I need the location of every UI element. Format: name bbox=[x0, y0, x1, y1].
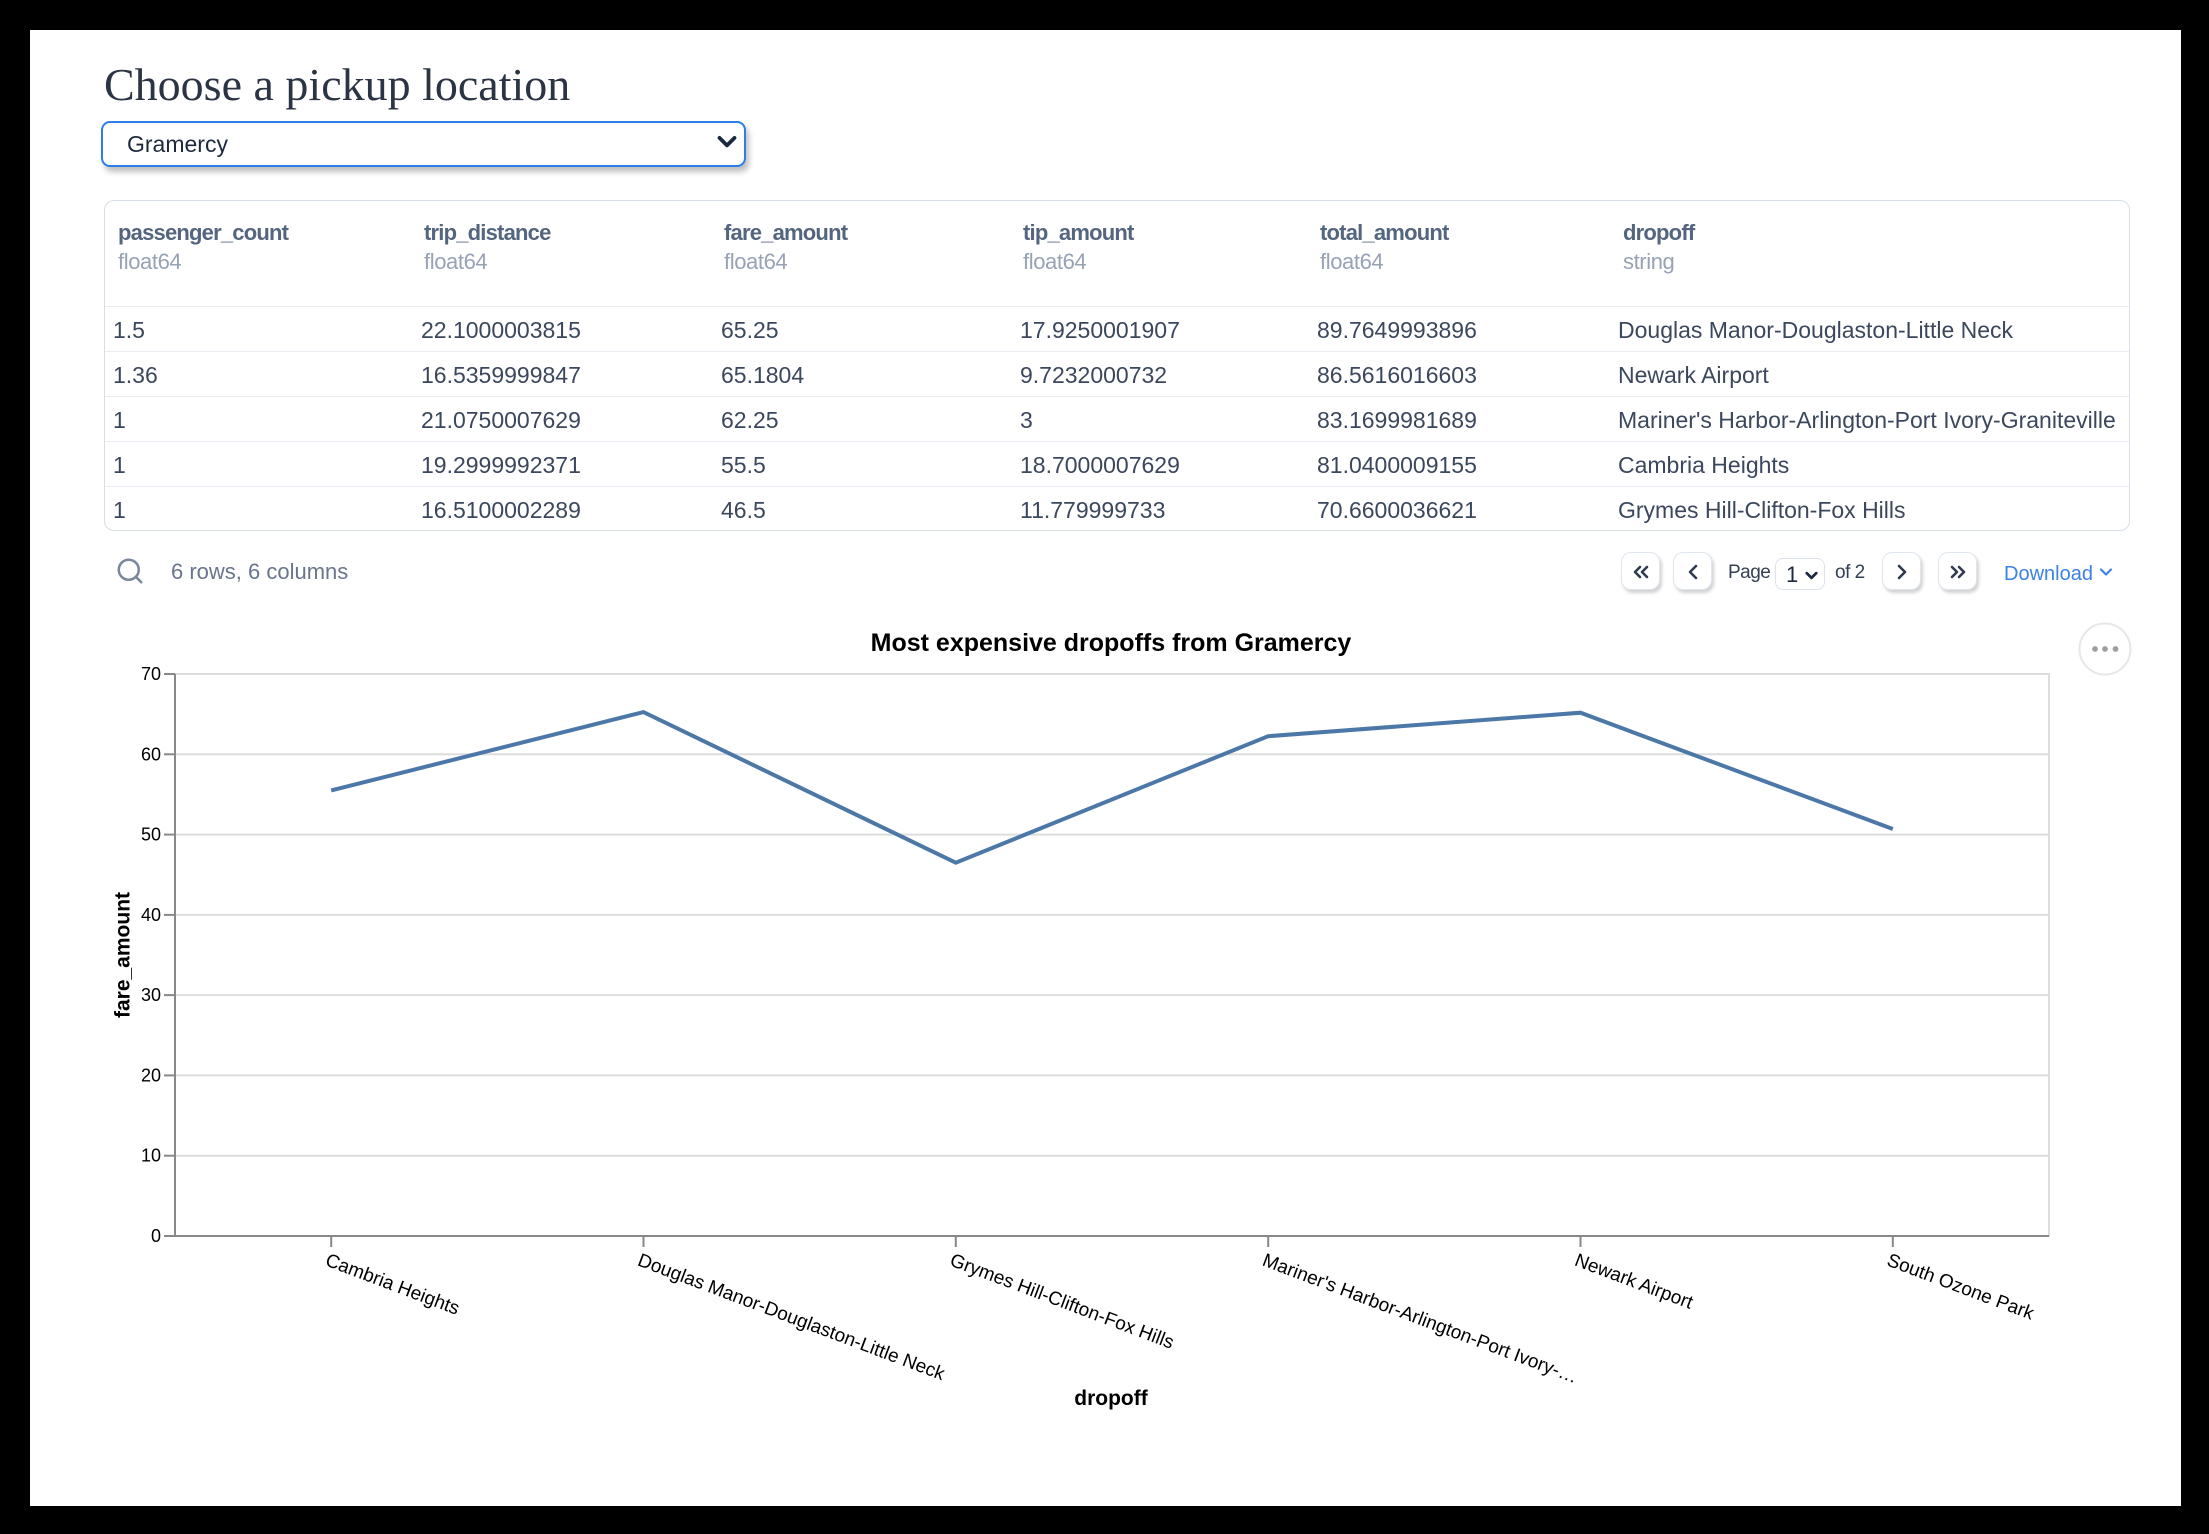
svg-text:30: 30 bbox=[141, 985, 161, 1005]
svg-text:Grymes Hill-Clifton-Fox Hills: Grymes Hill-Clifton-Fox Hills bbox=[947, 1250, 1177, 1354]
svg-text:dropoff: dropoff bbox=[1074, 1387, 1148, 1410]
svg-text:Most expensive dropoffs from G: Most expensive dropoffs from Gramercy bbox=[871, 629, 1352, 657]
svg-text:50: 50 bbox=[141, 825, 161, 845]
svg-text:South Ozone Park: South Ozone Park bbox=[1884, 1250, 2037, 1325]
svg-text:10: 10 bbox=[141, 1146, 161, 1166]
svg-text:70: 70 bbox=[141, 664, 161, 684]
svg-text:20: 20 bbox=[141, 1065, 161, 1085]
svg-text:fare_amount: fare_amount bbox=[112, 892, 135, 1018]
svg-text:0: 0 bbox=[151, 1226, 161, 1246]
svg-text:Newark Airport: Newark Airport bbox=[1572, 1250, 1697, 1314]
svg-text:60: 60 bbox=[141, 744, 161, 764]
svg-text:40: 40 bbox=[141, 905, 161, 925]
svg-text:Mariner's Harbor-Arlington-Por: Mariner's Harbor-Arlington-Port Ivory-… bbox=[1259, 1250, 1580, 1388]
svg-text:Cambria Heights: Cambria Heights bbox=[322, 1250, 462, 1320]
svg-text:Douglas Manor-Douglaston-Littl: Douglas Manor-Douglaston-Little Neck bbox=[635, 1250, 948, 1385]
